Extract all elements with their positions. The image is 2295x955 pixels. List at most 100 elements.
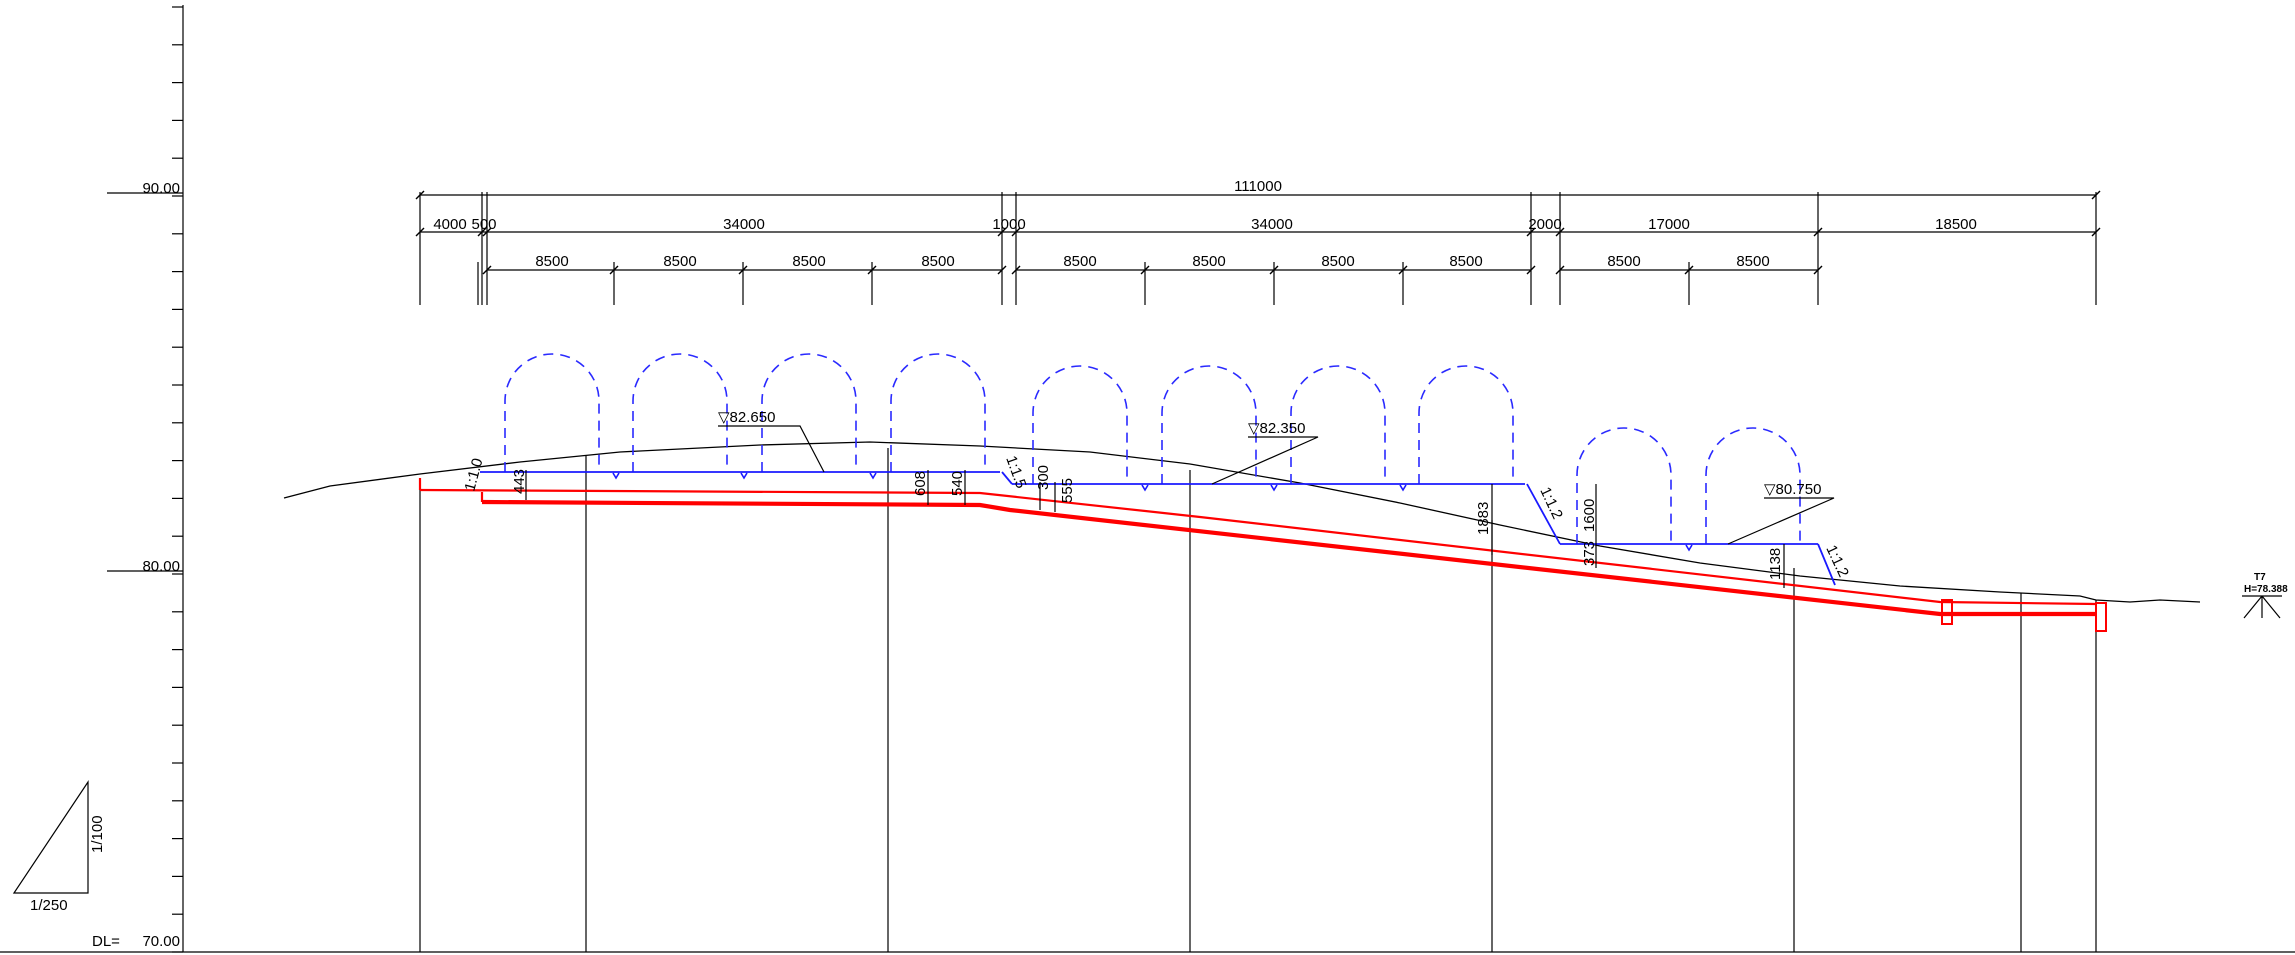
axis-ticks [172,6,183,953]
manhole-1 [1941,599,1953,625]
elevation-callouts: ▽82.650 ▽82.350 ▽80.750 [718,409,1835,545]
manhole-2 [2095,602,2107,632]
slope-1 [1001,471,1013,485]
tank-outline [1290,365,1386,484]
dimension-tick [1684,265,1694,275]
depth-label-1: 608 [912,471,929,496]
tank-outlines [504,353,1801,544]
tank-outline [761,353,857,472]
drain-marker [740,472,748,480]
elevation-3: ▽80.750 [1764,481,1821,498]
extension-lines [419,192,2097,305]
elevation-1: ▽82.650 [718,409,775,426]
dimension-lines: 111000 4000 500 34000 1000 34000 2000 17… [415,178,2101,305]
dimension-tick [482,227,492,237]
dimension-tick [2091,190,2101,200]
dimension-tick [1813,227,1823,237]
tank-outline [504,353,600,472]
elevation-axis: 90.00 80.00 DL= 70.00 [0,5,2295,953]
dim-row2-6: 8500 [1321,253,1354,270]
dimension-tick [415,190,425,200]
depth-label-3: 300 [1035,465,1052,490]
slope-label-2: 1:1.5 [1002,454,1029,491]
dim-row2-7: 8500 [1449,253,1482,270]
depth-dimensions: 443 608 540 300 555 1883 1600 373 1138 [511,465,1785,588]
datum-value: 70.00 [142,933,180,950]
dimension-ticks [415,190,2101,275]
marker-name: T7 [2254,572,2266,583]
dimension-tick [477,227,487,237]
tank-outline [1576,427,1672,544]
dim-row2-0: 8500 [535,253,568,270]
dimension-tick [1011,265,1021,275]
depth-label-5: 1883 [1475,502,1492,535]
dim-row2-3: 8500 [921,253,954,270]
depth-label-8: 1138 [1767,548,1784,580]
dimension-tick [997,227,1007,237]
tank-outline [1161,365,1257,484]
dim-row1-0: 4000 [433,216,466,233]
level-label-90: 90.00 [142,180,180,197]
elevation-2: ▽82.350 [1248,420,1305,437]
drain-marker [869,472,877,480]
station-lines [419,448,2097,952]
dim-row2-1: 8500 [663,253,696,270]
dimension-tick [1526,265,1536,275]
tank-outline [1032,365,1128,484]
dimension-tick [1555,265,1565,275]
tank-outline [1418,365,1514,484]
dim-row2-4: 8500 [1063,253,1096,270]
dim-row1-4: 34000 [1251,216,1293,233]
drain-pipe [418,478,2107,632]
dim-row1-6: 17000 [1648,216,1690,233]
dim-total: 111000 [1234,178,1282,195]
dimension-tick [482,265,492,275]
end-marker: T7 H=78.388 [2242,572,2288,619]
depth-label-4: 555 [1059,478,1076,503]
formation-level [480,471,1836,586]
depth-label-6: 1600 [1581,499,1598,532]
dimension-tick [1526,227,1536,237]
dim-row1-7: 18500 [1935,216,1977,233]
depth-label-2: 540 [949,471,966,496]
slope-label-4: 1:1.2 [1822,543,1852,580]
level-label-80: 80.00 [142,558,180,575]
scale-triangle: 1/100 1/250 [12,780,106,914]
slope-label-1: 1:1.0 [461,456,486,493]
marker-height: H=78.388 [2244,584,2288,595]
dim-row1-2: 34000 [723,216,765,233]
dim-row2-2: 8500 [792,253,825,270]
pipe-start [418,478,484,502]
pipe-top [419,488,2097,606]
slope-3 [1817,543,1836,586]
dimension-tick [1813,265,1823,275]
drain-marker [1270,484,1278,492]
dimension-tick [738,265,748,275]
datum-label: DL= [92,933,120,950]
dimension-tick [2091,227,2101,237]
dimension-tick [1140,265,1150,275]
dim-row1-5: 2000 [1528,216,1561,233]
dimension-tick [415,227,425,237]
dimension-tick [867,265,877,275]
slope-label-3: 1:1.2 [1536,485,1566,522]
dimension-tick [1555,227,1565,237]
drain-marker [1685,544,1693,552]
drain-marker [612,472,620,480]
dim-row1-3: 1000 [992,216,1025,233]
scale-horizontal: 1/250 [30,897,68,914]
dim-row2-8: 8500 [1607,253,1640,270]
depth-label-7: 373 [1581,541,1598,566]
dimension-tick [1011,227,1021,237]
dimension-tick [609,265,619,275]
tank-outline [890,353,986,472]
scale-vertical: 1/100 [89,815,106,853]
drain-marker [1399,484,1407,492]
dim-row2-5: 8500 [1192,253,1225,270]
dimension-tick [1269,265,1279,275]
depth-label-0: 443 [511,469,528,494]
dimension-tick [1398,265,1408,275]
drain-marker [1141,484,1149,492]
pipe-bottom [481,499,2096,617]
